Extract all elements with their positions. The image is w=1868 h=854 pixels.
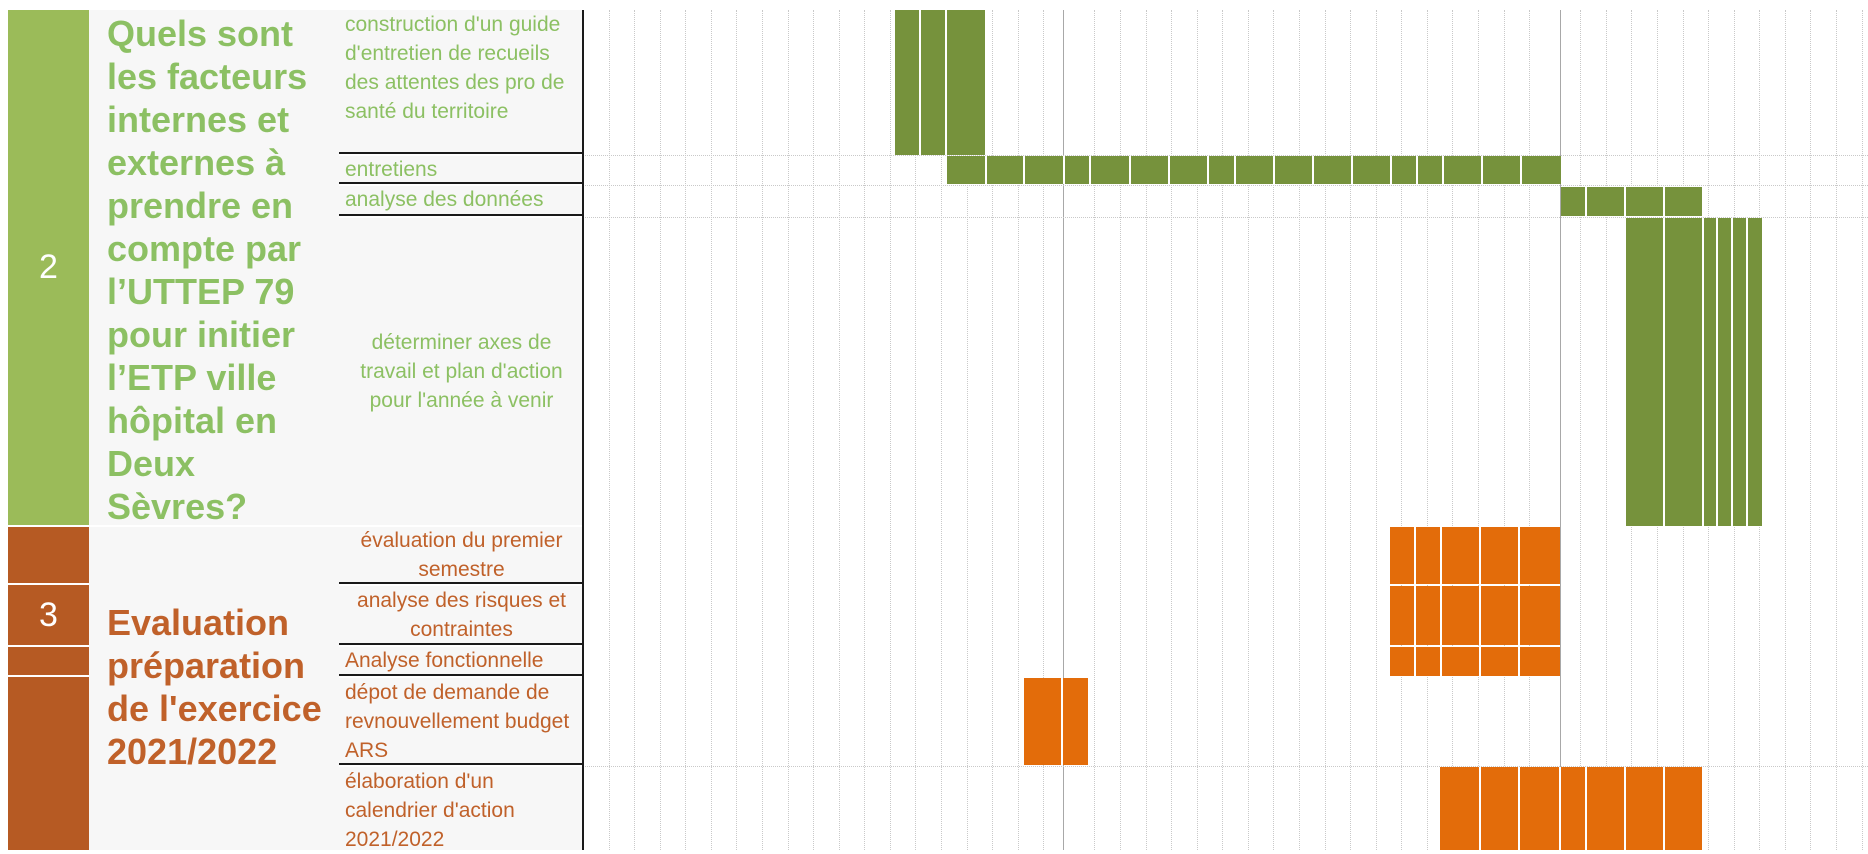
phase-3-number: 3 (8, 585, 89, 645)
task-guide-entretien-label: construction d'un guide d'entretien de r… (345, 13, 565, 123)
task-calendrier-action: élaboration d'un calendrier d'action 202… (339, 767, 584, 851)
phase-2-title-cell: Quels sont les facteurs internes et exte… (89, 10, 339, 527)
bar-analyse-fonctionnelle (1390, 647, 1560, 676)
task-eval-semestre-label: évaluation du premier semestre (360, 528, 563, 581)
task-depot-demande: dépot de demande de revnouvellement budg… (339, 678, 584, 765)
phase-3-number-block-top (8, 527, 89, 583)
bar-entretiens (947, 156, 1561, 184)
bar-eval-semestre (1390, 527, 1560, 584)
task-analyse-risques-label: analyse des risques et contraintes (357, 588, 566, 641)
task-analyse-fonctionnelle: Analyse fonctionnelle (339, 647, 584, 676)
phase-3-title-cell: Evaluation préparation de l'exercice 202… (89, 527, 339, 850)
task-eval-semestre: évaluation du premier semestre (339, 527, 584, 584)
task-entretiens: entretiens (339, 156, 584, 184)
task-depot-demande-label: dépot de demande de revnouvellement budg… (345, 681, 570, 762)
task-analyse-risques: analyse des risques et contraintes (339, 586, 584, 645)
bar-axes-travail (1626, 218, 1762, 526)
task-axes-travail-label: déterminer axes de travail et plan d'act… (360, 331, 563, 412)
phase-2-number-text: 2 (39, 248, 58, 286)
bar-analyse-risques (1390, 586, 1560, 645)
bar-guide-entretien (895, 10, 985, 155)
phase-3-number-block-mid (8, 647, 89, 675)
task-entretiens-label: entretiens (345, 158, 438, 181)
bar-calendrier-action (1440, 767, 1702, 850)
task-analyse-donnees: analyse des données (339, 186, 584, 216)
task-analyse-fonctionnelle-label: Analyse fonctionnelle (345, 649, 544, 672)
timeline-separator (582, 10, 584, 850)
task-calendrier-action-label: élaboration d'un calendrier d'action 202… (345, 770, 515, 851)
phase-2-title: Quels sont les facteurs internes et exte… (107, 13, 308, 527)
phase-3-number-block-bottom (8, 677, 89, 850)
phase-3-title: Evaluation préparation de l'exercice 202… (107, 602, 322, 772)
bar-analyse-donnees (1561, 187, 1702, 216)
phase-2-number: 2 (8, 10, 89, 525)
task-guide-entretien: construction d'un guide d'entretien de r… (339, 10, 584, 154)
task-axes-travail: déterminer axes de travail et plan d'act… (339, 218, 584, 525)
phase-3-number-text: 3 (39, 595, 58, 634)
bar-depot-demande (1024, 678, 1088, 765)
task-analyse-donnees-label: analyse des données (345, 188, 544, 211)
